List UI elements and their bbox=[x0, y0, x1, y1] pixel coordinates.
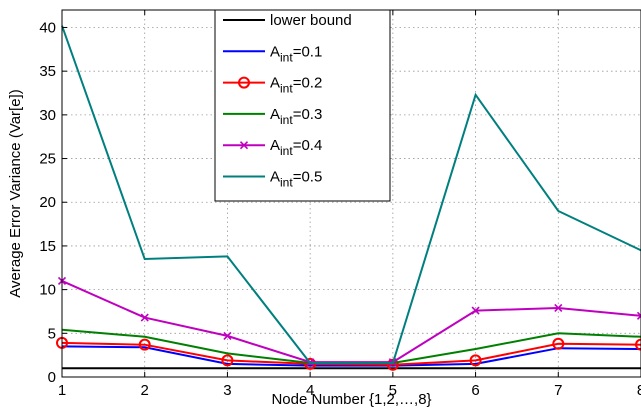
y-tick-label: 0 bbox=[48, 369, 56, 386]
legend-label: lower bound bbox=[270, 12, 352, 29]
series-point bbox=[469, 354, 482, 367]
series-point bbox=[140, 313, 149, 322]
legend-label: Aint=0.2 bbox=[270, 75, 322, 96]
x-tick-label: 5 bbox=[389, 382, 397, 399]
x-tick-label: 3 bbox=[223, 382, 231, 399]
y-tick-label: 20 bbox=[39, 194, 56, 211]
y-tick-label: 5 bbox=[48, 325, 56, 342]
x-tick-label: 4 bbox=[306, 382, 314, 399]
x-tick-label: 6 bbox=[471, 382, 479, 399]
series-line bbox=[61, 25, 641, 364]
y-tick-label: 35 bbox=[39, 63, 56, 80]
series-2 bbox=[56, 336, 641, 371]
x-tick-label: 1 bbox=[58, 382, 66, 399]
legend-label: Aint=0.3 bbox=[270, 106, 322, 127]
series-5 bbox=[61, 25, 641, 364]
y-tick-label: 10 bbox=[39, 282, 56, 299]
y-tick-label: 30 bbox=[39, 107, 56, 124]
x-axis-title: Node Number {1,2,…,8} bbox=[271, 391, 431, 408]
y-tick-label: 25 bbox=[39, 151, 56, 168]
series-point bbox=[636, 311, 641, 320]
series-line bbox=[61, 345, 641, 367]
y-tick-label: 15 bbox=[39, 238, 56, 255]
legend-label: Aint=0.1 bbox=[270, 43, 322, 64]
legend-label: Aint=0.5 bbox=[270, 169, 322, 190]
y-axis-title: Average Error Variance (Var[e]) bbox=[7, 89, 24, 297]
x-tick-label: 8 bbox=[637, 382, 641, 399]
series-point bbox=[552, 337, 565, 350]
legend-marker bbox=[238, 76, 250, 89]
legend: lower bound Aint=0.1 Aint=0.2 Aint=0.3 Aint=… bbox=[214, 9, 391, 202]
x-tick-label: 2 bbox=[141, 382, 149, 399]
series-point bbox=[471, 306, 480, 315]
series-point bbox=[223, 331, 232, 340]
y-tick-label: 40 bbox=[39, 19, 56, 36]
legend-label: Aint=0.4 bbox=[270, 137, 322, 158]
series-point bbox=[221, 354, 234, 367]
series-layer bbox=[56, 25, 641, 371]
series-line bbox=[61, 341, 641, 366]
series-1 bbox=[61, 345, 641, 367]
series-point bbox=[138, 338, 151, 351]
tick-layer: 1 2 3 4 5 6 7 8 0 5 10 15 20 25 30 35 40 bbox=[39, 10, 641, 399]
series-point bbox=[635, 338, 641, 351]
x-tick-label: 7 bbox=[554, 382, 562, 399]
legend-box bbox=[214, 9, 391, 202]
legend-marker bbox=[239, 141, 249, 150]
series-point bbox=[554, 303, 563, 313]
series-4 bbox=[57, 276, 641, 367]
